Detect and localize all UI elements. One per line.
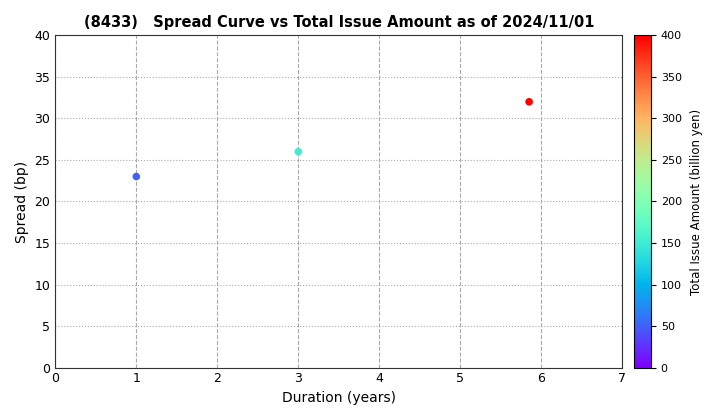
Point [130,173,142,180]
Y-axis label: Total Issue Amount (billion yen): Total Issue Amount (billion yen) [690,108,703,294]
Point [523,98,535,105]
X-axis label: Duration (years): Duration (years) [282,391,396,405]
Title: (8433)   Spread Curve vs Total Issue Amount as of 2024/11/01: (8433) Spread Curve vs Total Issue Amoun… [84,15,594,30]
Point [292,148,304,155]
Y-axis label: Spread (bp): Spread (bp) [15,160,29,242]
